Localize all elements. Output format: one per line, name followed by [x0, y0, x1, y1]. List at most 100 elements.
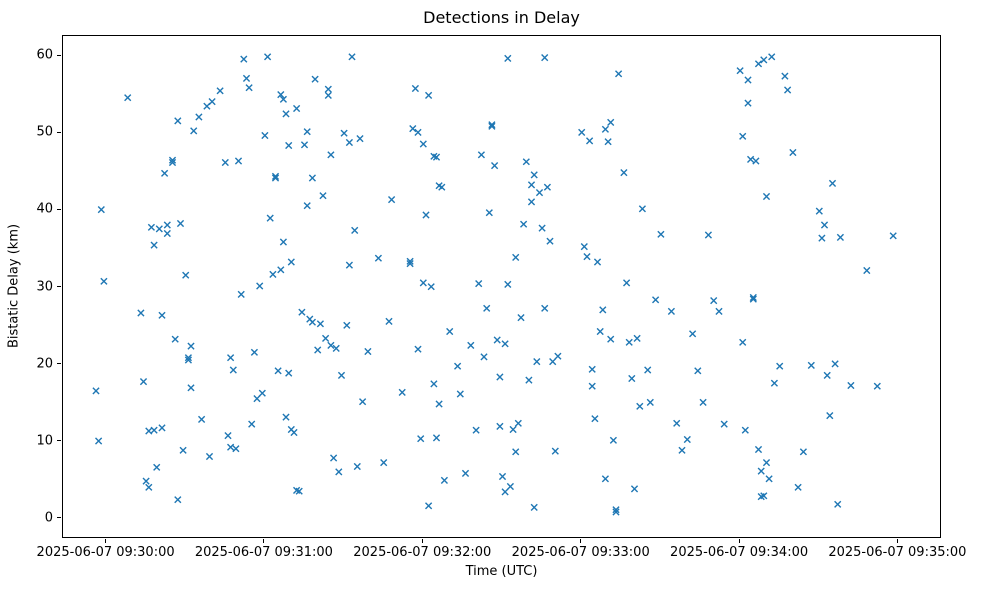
- data-point: [504, 280, 512, 288]
- data-point: [678, 446, 686, 454]
- data-point: [644, 366, 652, 374]
- data-point: [438, 183, 446, 191]
- data-point: [456, 390, 464, 398]
- data-point: [820, 221, 829, 229]
- data-point: [282, 110, 290, 118]
- data-point: [789, 148, 797, 157]
- data-point: [543, 183, 551, 191]
- data-point: [187, 342, 195, 350]
- data-point: [710, 297, 718, 305]
- data-point: [646, 398, 654, 406]
- data-point: [208, 98, 216, 106]
- data-point: [607, 335, 615, 343]
- data-point: [293, 104, 301, 113]
- y-tick-mark: [57, 363, 61, 365]
- data-point: [749, 295, 757, 303]
- data-point: [330, 454, 338, 462]
- data-point: [227, 443, 235, 451]
- y-tick-label: 0: [44, 510, 53, 526]
- data-point: [720, 420, 728, 428]
- data-point: [625, 338, 633, 346]
- data-point: [337, 371, 346, 379]
- data-point: [253, 395, 261, 403]
- data-point: [776, 362, 784, 370]
- data-point: [527, 181, 536, 189]
- data-point: [488, 122, 496, 130]
- data-point: [533, 358, 541, 366]
- data-point: [704, 231, 712, 239]
- data-point: [520, 220, 528, 228]
- data-point: [496, 422, 504, 430]
- data-point: [475, 280, 483, 288]
- data-point: [425, 91, 433, 99]
- data-point: [736, 67, 744, 75]
- data-point: [689, 330, 697, 338]
- data-point: [417, 435, 425, 443]
- data-point: [256, 282, 264, 290]
- y-tick-mark: [57, 54, 61, 56]
- scatter-plot: [92, 53, 897, 516]
- x-tick-label: 2025-06-07 09:34:00: [670, 545, 809, 560]
- y-tick-mark: [57, 131, 61, 133]
- data-point: [591, 415, 599, 423]
- data-point: [596, 327, 604, 336]
- data-point: [279, 238, 287, 246]
- data-point: [525, 376, 533, 384]
- data-point: [150, 426, 158, 434]
- data-point: [335, 468, 343, 476]
- data-point: [770, 379, 778, 387]
- data-point: [314, 346, 322, 354]
- data-point: [506, 482, 514, 491]
- data-point: [308, 318, 316, 326]
- data-point: [422, 211, 430, 219]
- data-point: [530, 503, 538, 511]
- data-point: [198, 415, 206, 423]
- data-point: [380, 459, 388, 467]
- data-point: [290, 428, 298, 437]
- x-tick-mark: [263, 539, 265, 543]
- data-point: [512, 448, 520, 456]
- data-point: [139, 378, 148, 386]
- data-point: [216, 87, 224, 95]
- data-point: [636, 402, 644, 410]
- y-tick-label: 30: [36, 279, 53, 294]
- y-tick-label: 60: [36, 47, 53, 63]
- data-point: [153, 463, 161, 471]
- data-point: [818, 234, 826, 242]
- data-point: [480, 353, 488, 361]
- data-point: [285, 369, 293, 377]
- data-point: [799, 448, 807, 456]
- data-point: [612, 508, 620, 516]
- data-point: [483, 304, 491, 312]
- y-tick-label: 10: [36, 433, 53, 449]
- y-tick-label: 50: [36, 124, 53, 140]
- data-point: [527, 198, 536, 206]
- data-point: [485, 209, 493, 217]
- data-point: [282, 413, 290, 421]
- x-tick-label: 2025-06-07 09:33:00: [511, 545, 650, 560]
- data-point: [512, 253, 520, 261]
- data-point: [760, 56, 768, 64]
- data-point: [158, 311, 166, 319]
- data-point: [398, 388, 406, 396]
- x-tick-mark: [580, 539, 582, 543]
- data-point: [182, 271, 190, 279]
- data-point: [353, 462, 361, 471]
- data-point: [195, 113, 203, 121]
- data-point: [863, 266, 871, 275]
- data-point: [100, 277, 108, 285]
- data-point: [419, 279, 427, 287]
- data-point: [628, 374, 636, 383]
- data-point: [174, 496, 182, 504]
- data-point: [184, 356, 192, 364]
- data-point: [316, 320, 324, 328]
- data-point: [683, 435, 691, 444]
- data-point: [467, 341, 475, 349]
- data-point: [699, 398, 707, 406]
- x-tick-mark: [738, 539, 740, 543]
- data-point: [97, 206, 105, 214]
- data-point: [248, 420, 256, 428]
- data-point: [754, 60, 763, 68]
- data-point: [551, 447, 559, 455]
